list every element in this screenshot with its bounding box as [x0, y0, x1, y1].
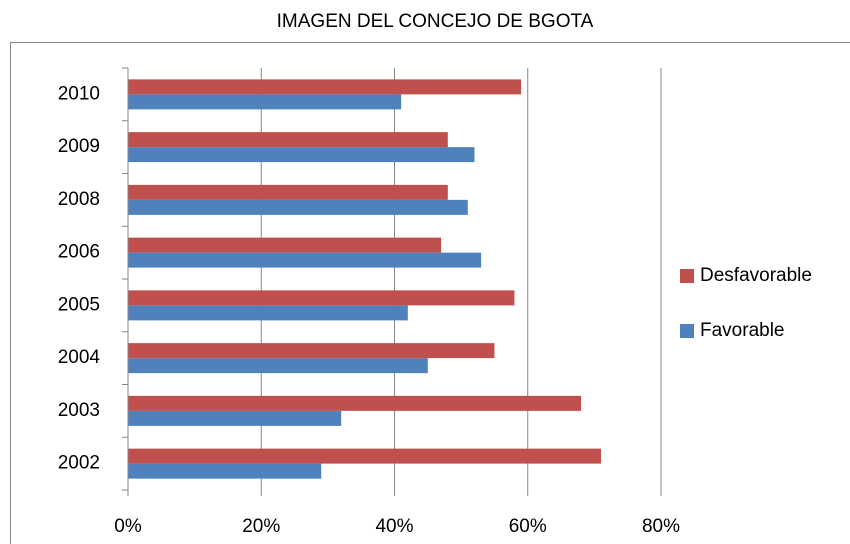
chart-border [10, 42, 850, 544]
y-tick-label: 2002 [58, 453, 100, 474]
bar [128, 184, 448, 200]
bar [128, 199, 468, 215]
bar [128, 395, 582, 411]
legend-label: Desfavorable [700, 265, 812, 286]
bar [128, 343, 495, 359]
y-tick-label: 2008 [58, 189, 100, 210]
bar [128, 237, 442, 253]
bar [128, 252, 482, 268]
bar [128, 448, 602, 464]
bar [128, 94, 402, 110]
bar [128, 79, 522, 95]
bar [128, 290, 515, 306]
x-tick-label: 40% [375, 516, 413, 537]
bar [128, 305, 408, 321]
bar [128, 147, 475, 163]
y-tick-label: 2003 [58, 400, 100, 421]
bar [128, 132, 448, 148]
bar [128, 358, 428, 374]
x-tick-label: 80% [642, 516, 680, 537]
chart-title: IMAGEN DEL CONCEJO DE BGOTA [277, 11, 594, 32]
y-tick-label: 2006 [58, 242, 100, 263]
y-tick-label: 2009 [58, 136, 100, 157]
y-tick-label: 2005 [58, 294, 100, 315]
bar [128, 410, 342, 426]
y-tick-label: 2010 [58, 83, 100, 104]
legend-swatch [680, 324, 694, 338]
x-tick-label: 20% [242, 516, 280, 537]
legend-swatch [680, 269, 694, 283]
bar [128, 463, 322, 479]
x-tick-label: 60% [509, 516, 547, 537]
x-tick-label: 0% [114, 516, 142, 537]
legend-label: Favorable [700, 320, 785, 341]
y-tick-label: 2004 [58, 347, 101, 368]
